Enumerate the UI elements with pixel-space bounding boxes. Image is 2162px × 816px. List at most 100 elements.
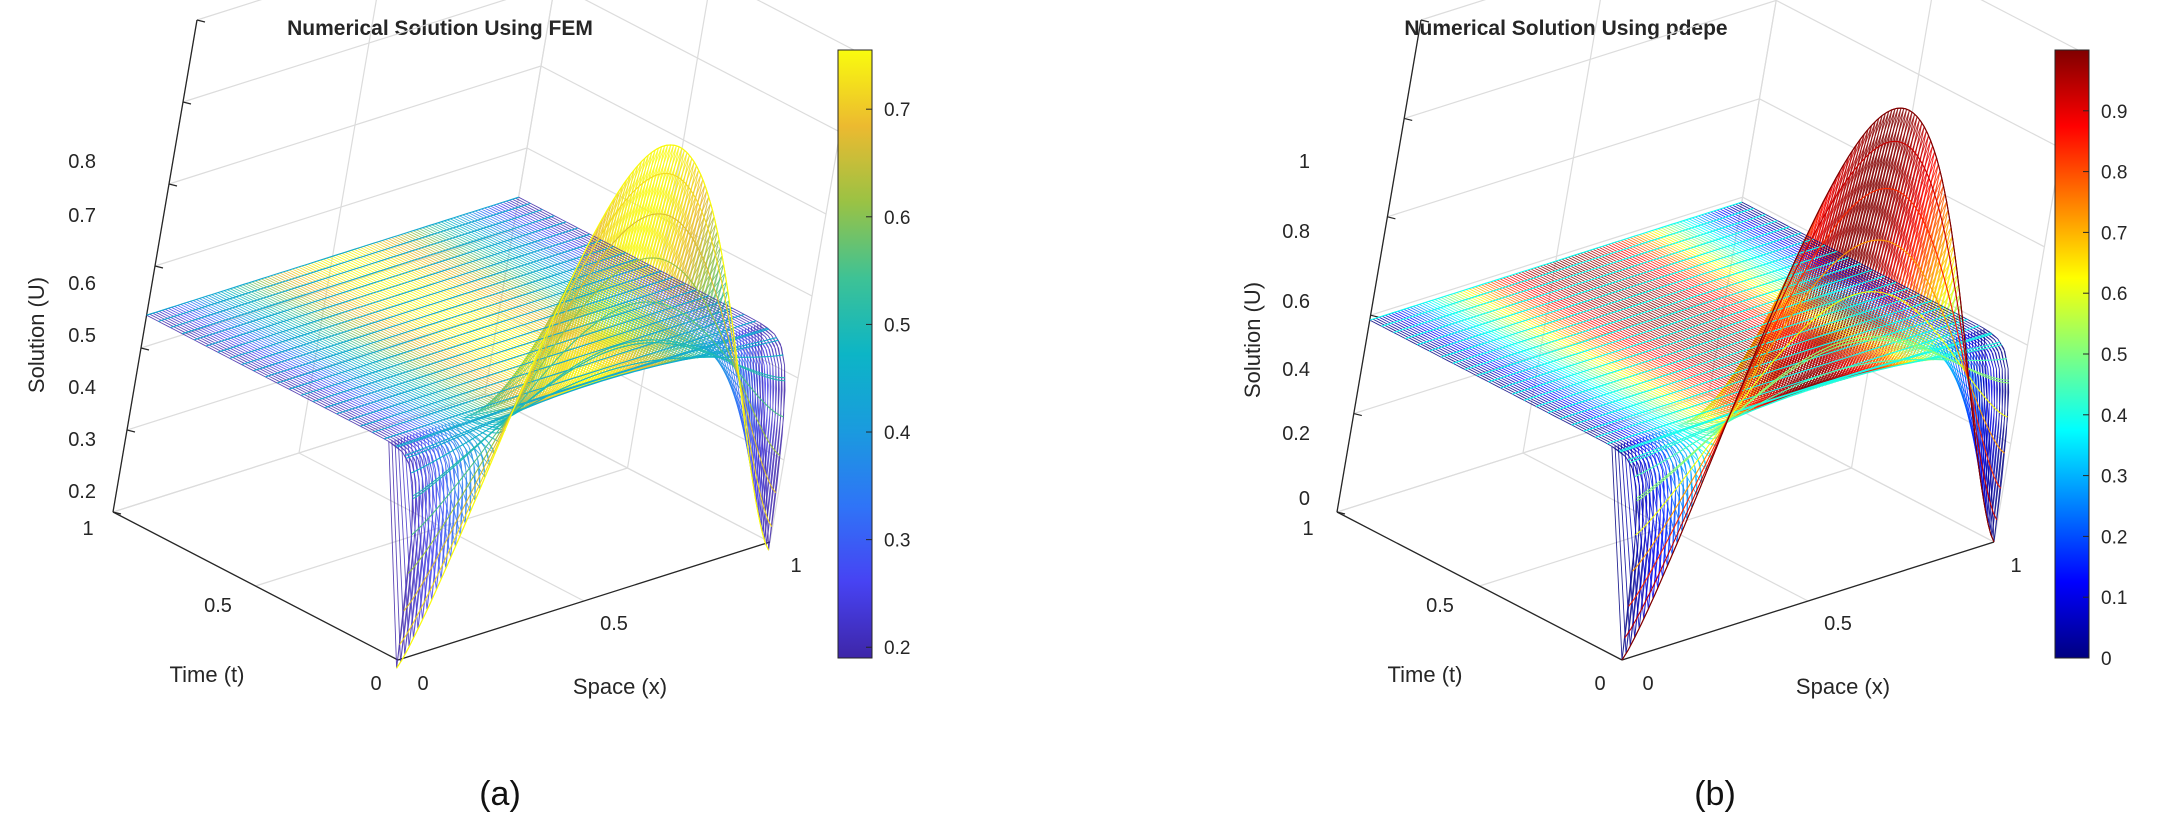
mesh-line-x — [1741, 201, 2010, 543]
mesh-line-x — [332, 146, 663, 386]
mesh-line-x — [1726, 206, 1996, 509]
mesh-line-x — [1515, 162, 1846, 403]
x-tick-label: 1 — [790, 555, 801, 577]
mesh-line-x — [279, 225, 599, 403]
mesh-line-x — [481, 208, 754, 458]
mesh-line-t — [158, 202, 531, 322]
mesh-line-t — [324, 289, 697, 409]
mesh-line-t — [336, 295, 709, 415]
grid-line — [1980, 0, 2079, 51]
mesh-line-x — [1710, 211, 1983, 463]
mesh-line-x — [1611, 157, 1937, 373]
colorbar-tick-label: 0.9 — [2101, 102, 2127, 123]
z-tick-label: 0.2 — [68, 481, 96, 503]
z-tick-label: 0.6 — [68, 273, 96, 295]
mesh-line-t — [170, 208, 543, 329]
y-tick-label: 1 — [1302, 518, 1313, 540]
mesh-line-x — [1385, 314, 1655, 620]
mesh-line-x — [183, 303, 456, 558]
colorbar-gradient — [837, 49, 873, 659]
mesh-line-x — [1701, 214, 1977, 433]
mesh-line-x — [1732, 204, 2001, 525]
z-tick-mark — [1420, 19, 1430, 23]
mesh-line-t — [1629, 344, 2002, 464]
mesh-line-t — [1428, 232, 1802, 352]
mesh-line-x — [509, 199, 777, 534]
mesh-line-x — [1388, 313, 1658, 610]
mesh-line-x — [1400, 309, 1673, 567]
mesh-line-x — [146, 314, 414, 669]
y-tick-label: 0 — [370, 673, 381, 695]
mesh-line-t — [300, 276, 674, 396]
colorbar-tick-label: 0.3 — [2101, 467, 2127, 488]
mesh-line-x — [493, 204, 764, 495]
y-axis-line — [112, 511, 399, 661]
z-tick-mark — [1404, 117, 1413, 121]
mesh-line-x — [1555, 109, 1893, 390]
mesh-line-t — [288, 270, 662, 390]
z-axis-label: Solution (U) — [24, 277, 49, 393]
mesh-line-x — [505, 200, 775, 527]
mesh-line-t — [1634, 358, 2007, 478]
z-tick-label: 0.8 — [1282, 221, 1310, 243]
mesh-line-x — [1425, 302, 1708, 472]
x-tick-label: 1 — [2010, 555, 2021, 577]
colorbar-tick-label: 0.2 — [2101, 527, 2127, 548]
x-axis-line — [397, 541, 771, 661]
mesh-line-t — [1523, 281, 1897, 401]
mesh-line-x — [1707, 212, 1981, 454]
mesh-line-x — [171, 306, 441, 601]
mesh-line-x — [1496, 210, 1820, 410]
y-tick-label: 0 — [1594, 673, 1605, 695]
mesh-line-x — [499, 202, 769, 512]
mesh-line-x — [155, 311, 424, 648]
mesh-line-t — [411, 354, 784, 474]
mesh-line-t — [1547, 294, 1921, 414]
mesh-line-t — [1635, 291, 2008, 536]
mesh-line-t — [146, 196, 519, 316]
mesh-line-x — [502, 201, 772, 520]
mesh-line-x — [164, 308, 434, 620]
mesh-line-x — [1688, 218, 1971, 391]
mesh-line-t — [1571, 306, 1944, 426]
mesh-line-x — [1502, 192, 1829, 408]
mesh-line-x — [515, 197, 783, 547]
mesh-line-t — [1583, 312, 1956, 432]
mesh-line-x — [1636, 218, 1950, 367]
mesh-line-x — [1586, 119, 1920, 380]
mesh-line-x — [1536, 125, 1873, 396]
mesh-line-x — [1437, 298, 1729, 437]
mesh-line-t — [193, 221, 567, 341]
mesh-line-x — [366, 158, 693, 375]
mesh-line-x — [158, 310, 427, 639]
caption-a: (a) — [479, 775, 521, 813]
panel-fem: Numerical Solution Using FEM 0.2 0.3 0.4… — [24, 0, 911, 813]
mesh-line-x — [1378, 316, 1648, 638]
x-tick-label: 0 — [417, 673, 428, 695]
mesh-line-x — [1685, 219, 1970, 381]
mesh-line-x — [1456, 292, 1758, 426]
mesh-line-t — [1628, 341, 2001, 461]
mesh-line-t — [1452, 244, 1826, 364]
z-tick-label: 0 — [1299, 488, 1310, 510]
mesh-line-x — [301, 179, 628, 396]
mesh-line-x — [161, 309, 431, 630]
mesh-line-x — [1471, 287, 1783, 419]
grid-line — [584, 0, 841, 133]
mesh-line-x — [1527, 138, 1861, 399]
grid-line — [1479, 467, 1852, 587]
mesh-line-t — [265, 258, 638, 378]
mesh-line-x — [261, 278, 573, 410]
colorbar-tick-label: 0.7 — [2101, 223, 2127, 244]
z-tick-label: 0.7 — [68, 205, 96, 227]
colorbar-tick-label: 0 — [2101, 649, 2112, 670]
z-tick-mark — [196, 19, 206, 23]
z-tick-label: 0.5 — [68, 325, 96, 347]
mesh-line-t — [1620, 333, 1993, 453]
mesh-line-x — [202, 297, 481, 490]
mesh-line-t — [241, 245, 614, 366]
mesh-line-x — [282, 218, 603, 402]
axis-ticks: 0 0.2 0.4 0.6 0.8 1 0 0.5 1 0 0.5 1 — [1282, 151, 2021, 695]
mesh-line-t — [372, 313, 745, 433]
mesh-line-t — [1559, 300, 1932, 420]
